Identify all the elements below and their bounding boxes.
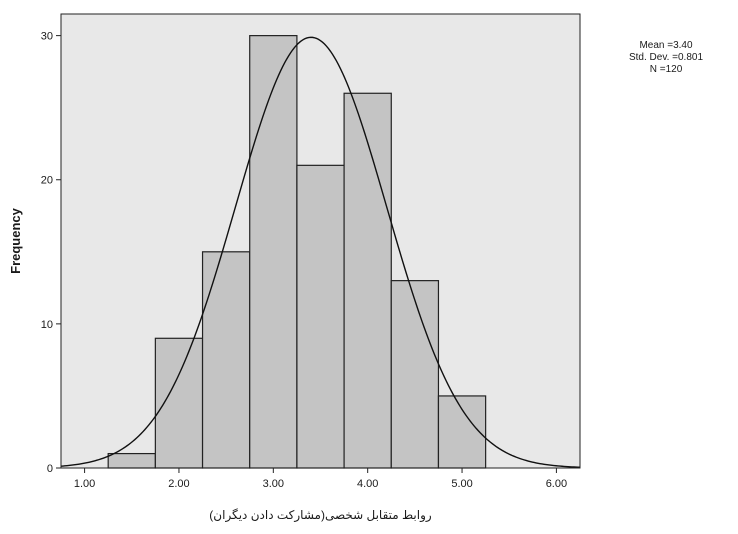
x-tick-label: 2.00	[168, 478, 189, 490]
x-axis-ticks: 1.00 2.00 3.00 4.00 5.00 6.00	[74, 468, 567, 490]
y-axis-ticks: 0 10 20 30	[41, 31, 61, 475]
x-tick-label: 6.00	[546, 478, 567, 490]
y-tick-label: 10	[41, 319, 53, 331]
x-tick-label: 5.00	[451, 478, 472, 490]
histogram-bar-3	[201, 251, 251, 469]
histogram-bar-1	[107, 452, 156, 469]
normal-curve	[60, 36, 581, 468]
histogram-bar-8	[437, 395, 487, 469]
histogram-bar-6	[343, 92, 392, 469]
plot-frame	[60, 13, 581, 469]
x-axis-title: روابط متقابل شخصی(مشارکت دادن دیگران)	[209, 508, 432, 523]
stats-box: Mean =3.40 Std. Dev. =0.801 N =120	[629, 40, 703, 75]
y-tick-label: 20	[41, 175, 53, 187]
stats-n: N =120	[650, 64, 683, 75]
histogram-bar-2	[154, 337, 204, 469]
histogram-bar-5	[296, 164, 345, 469]
histogram-bars	[107, 35, 487, 469]
histogram-bar-4	[249, 35, 298, 469]
x-tick-label: 3.00	[263, 478, 284, 490]
x-tick-label: 1.00	[74, 478, 95, 490]
stats-mean: Mean =3.40	[639, 40, 693, 51]
y-tick-label: 0	[47, 463, 53, 475]
y-axis-title: Frequency	[8, 207, 23, 274]
stats-std-dev: Std. Dev. =0.801	[629, 52, 703, 63]
y-tick-label: 30	[41, 31, 53, 43]
histogram-bar-7	[390, 280, 440, 469]
x-tick-label: 4.00	[357, 478, 378, 490]
